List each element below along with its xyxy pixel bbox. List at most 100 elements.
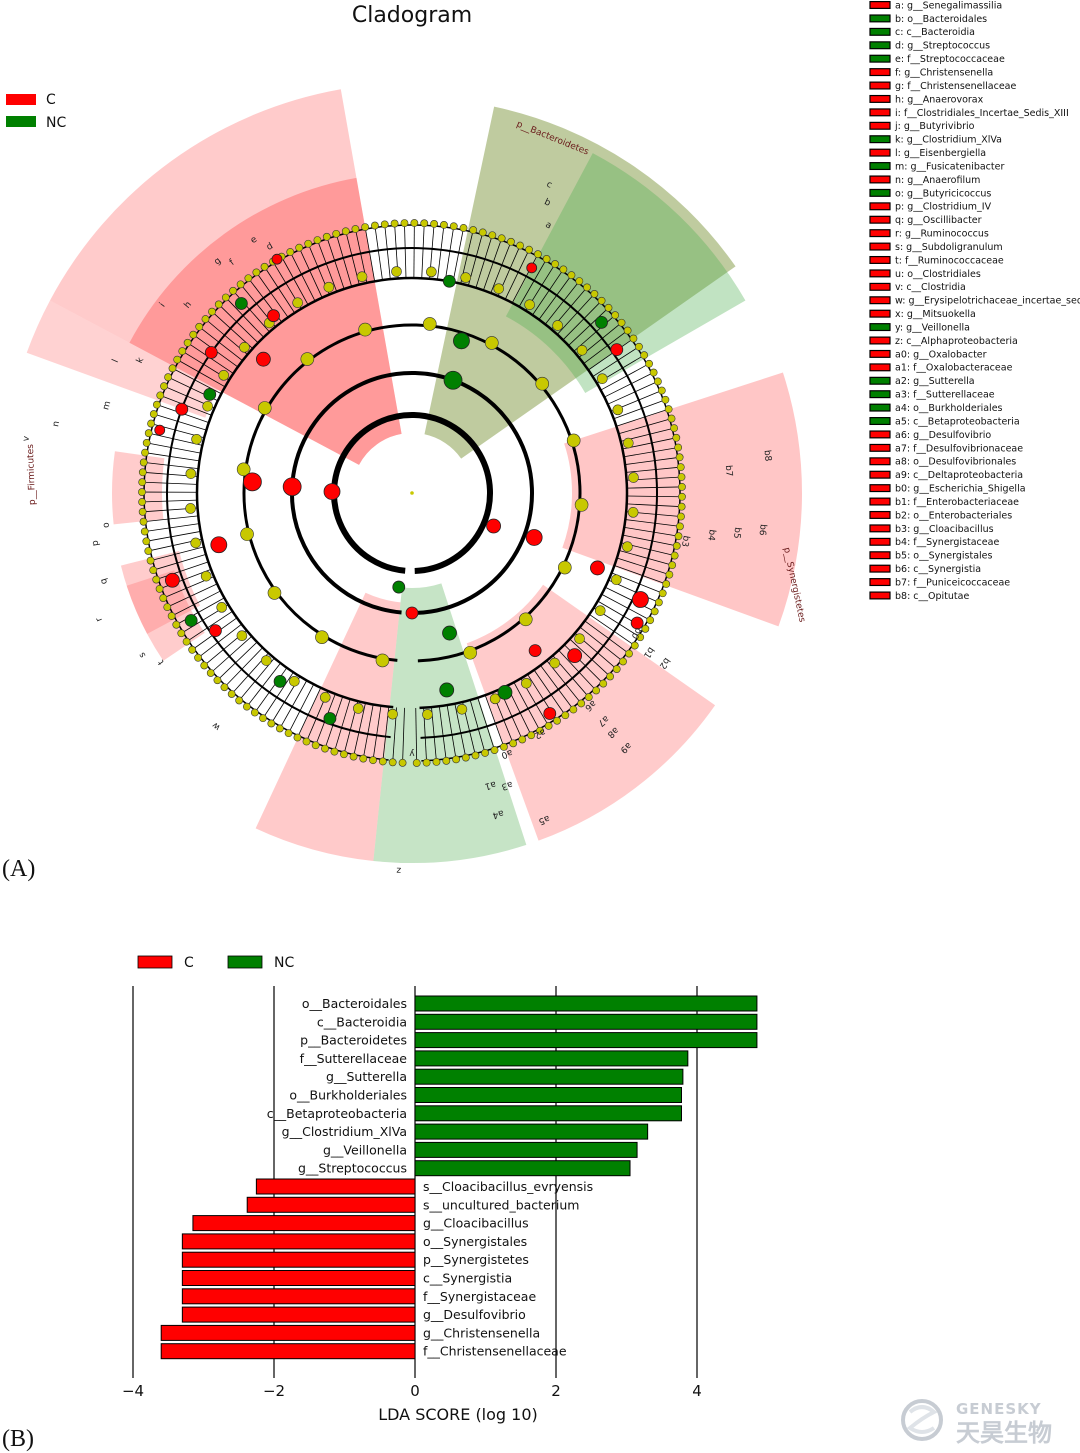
key-swatch-g: [869, 81, 891, 90]
leaf-node: [267, 719, 276, 728]
tree-branch: [299, 249, 323, 298]
leaf-node: [139, 517, 148, 526]
key-swatch-a0: [869, 349, 891, 358]
tree-branch: [601, 593, 649, 620]
tree-branch: [155, 414, 207, 431]
leaf-node: [163, 603, 172, 612]
tree-branch: [145, 515, 199, 522]
leaf-node: [449, 222, 458, 231]
leaf-node: [592, 686, 601, 695]
leaf-node: [553, 716, 561, 725]
root-node: [410, 491, 414, 495]
tree-branch: [282, 258, 309, 305]
leaf-node: [159, 594, 168, 602]
leaf-node: [641, 624, 650, 633]
leaf-node: [149, 566, 158, 575]
cladogram-title: Cladogram: [352, 3, 472, 28]
key-entry-d: d: g__Streptococcus: [895, 41, 990, 52]
sector-nc-betaproteobacteria: [505, 153, 746, 393]
leaf-node: [189, 330, 198, 339]
leaf-node: [544, 721, 553, 730]
tree-branch: [568, 308, 608, 346]
leaf-node: [461, 753, 470, 762]
cladogram-legend: C NC: [6, 92, 66, 131]
tree-branch: [188, 611, 233, 641]
leaf-node: [575, 277, 584, 286]
key-swatch-b3: [869, 524, 891, 533]
clade-label-s: s: [137, 650, 148, 659]
tree-branch: [518, 260, 546, 307]
key-entry-a1: a1: f__Oxalobacteraceae: [895, 363, 1013, 374]
tree-branch: [265, 268, 295, 314]
tree-branch: [438, 706, 447, 759]
leaf-node: [147, 419, 155, 428]
key-entry-c: c: c__Bacteroidia: [895, 27, 975, 38]
tree-branch: [144, 481, 198, 485]
lda-bar-label: p__Bacteroidetes: [300, 1033, 407, 1048]
key-swatch-q: [869, 215, 891, 224]
leaf-node: [235, 696, 244, 705]
key-entry-z: z: c__Alphaproteobacteria: [895, 336, 1018, 347]
lda-legend-label-c: C: [184, 955, 194, 971]
tree-branch: [569, 638, 609, 676]
key-swatch-a2: [869, 376, 891, 385]
key-entry-a8: a8: o__Desulfovibrionales: [895, 457, 1016, 468]
lda-bar-s__uncultured_bacterium: [246, 1196, 416, 1213]
leaf-node: [295, 243, 304, 252]
tree-branch: [297, 687, 322, 736]
lda-bar-c__Betaproteobacteria: [414, 1105, 682, 1122]
leaf-node: [559, 265, 568, 274]
tree-branch: [589, 614, 634, 645]
key-swatch-o: [869, 188, 891, 197]
tree-branch: [452, 229, 464, 283]
biomarker-node-nc: [497, 684, 513, 700]
tree-branch: [289, 684, 315, 732]
leaf-node: [583, 283, 591, 292]
lda-bar-c__Synergistia: [181, 1270, 416, 1286]
genus-node: [292, 297, 303, 309]
biomarker-node-c: [525, 529, 543, 546]
leaf-node: [321, 744, 329, 753]
x-tick-label: 2: [551, 1382, 561, 1400]
key-swatch-l: [869, 148, 891, 157]
clade-label-l: l: [111, 358, 121, 364]
tree-ring-1: [290, 371, 534, 615]
genus-node: [623, 437, 634, 449]
leaf-node: [664, 405, 673, 414]
biomarker-node-c: [486, 518, 501, 534]
lda-bar-label: c__Betaproteobacteria: [267, 1106, 407, 1121]
genus-node: [456, 704, 468, 715]
lda-bar-f__Christensenellaceae: [160, 1343, 416, 1360]
tree-branch: [437, 226, 445, 280]
phylum-label-firmicutes: p__Firmicutes: [26, 444, 38, 506]
clade-label-g: g: [212, 256, 223, 267]
key-entry-b7: b7: f__Puniceicoccaceae: [895, 577, 1010, 588]
biomarker-node-c: [528, 644, 542, 658]
leaf-node: [676, 463, 685, 472]
family-node: [358, 322, 372, 337]
cladogram-tree: [143, 224, 681, 762]
tree-ring-0: [331, 412, 493, 574]
genus-node: [576, 345, 588, 356]
leaf-node: [670, 424, 678, 433]
leaf-node: [208, 307, 216, 316]
lda-bar-label: p__Synergistetes: [423, 1252, 529, 1267]
leaf-node: [654, 598, 663, 607]
biomarker-node-c: [209, 624, 222, 638]
family-node: [566, 433, 581, 448]
clade-label-y: y: [409, 748, 415, 758]
genus-node: [521, 677, 532, 689]
lda-legend-swatch-c: [137, 955, 173, 969]
biomarker-node-nc: [234, 297, 248, 310]
tree-branch: [477, 697, 495, 749]
leaf-node: [584, 693, 593, 701]
biomarker-node-c: [175, 402, 189, 416]
key-entry-b8: b8: c__Opitutae: [895, 591, 969, 602]
leaf-node: [361, 223, 370, 232]
genus-node: [216, 602, 228, 613]
key-entry-q: q: g__Oscillibacter: [895, 215, 982, 226]
leaf-node: [242, 702, 251, 711]
biomarker-node-c: [567, 648, 583, 664]
lda-bar-label: g__Veillonella: [323, 1142, 407, 1157]
leaf-node: [597, 296, 606, 305]
